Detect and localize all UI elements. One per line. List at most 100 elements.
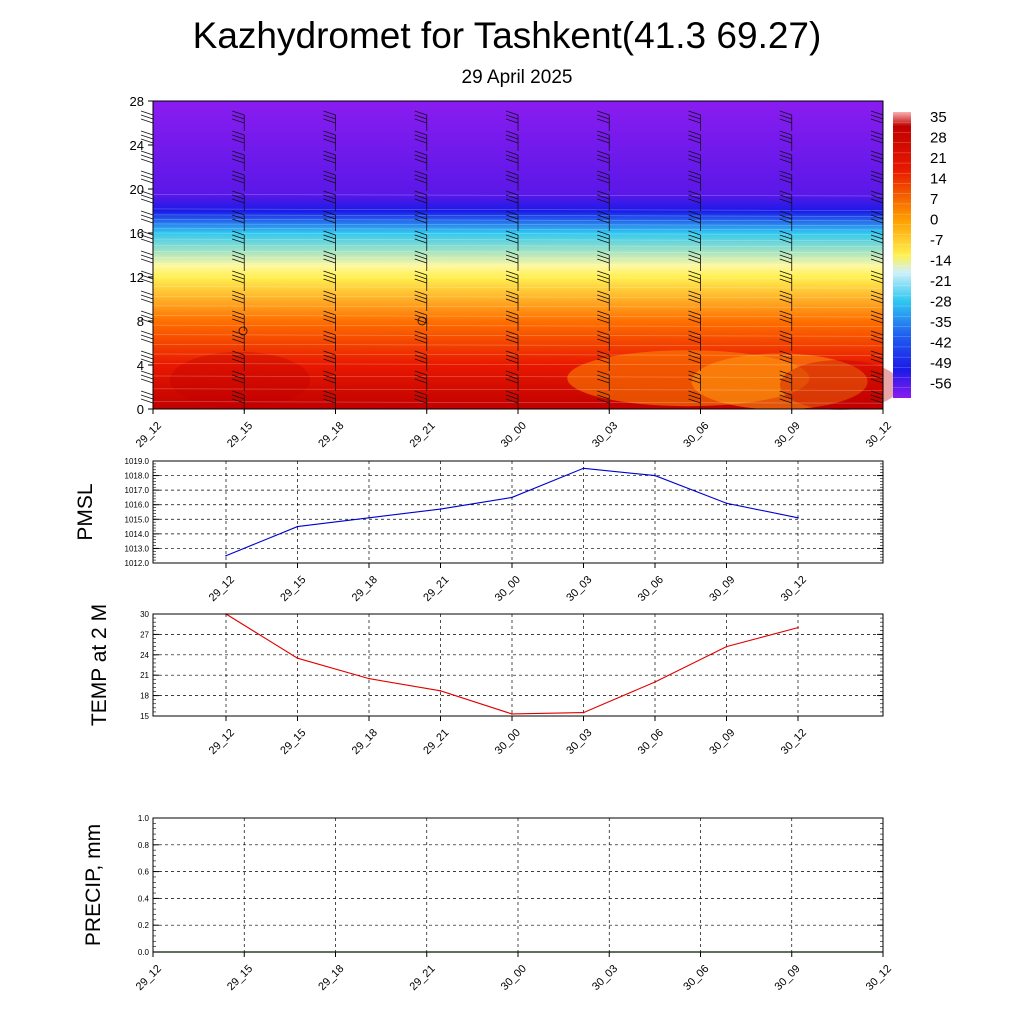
wind-barb-flag bbox=[232, 318, 245, 324]
wind-barb-flag bbox=[140, 318, 154, 324]
wind-barb-flag bbox=[870, 338, 884, 344]
wind-barb-flag bbox=[870, 310, 884, 316]
wind-barb-flag bbox=[232, 250, 245, 256]
wind-barb-flag bbox=[505, 138, 519, 144]
wind-barb-flag bbox=[688, 278, 701, 284]
x-tick-label: 30_03 bbox=[590, 420, 620, 450]
y-tick-label: 1012.0 bbox=[125, 559, 150, 568]
y-tick-label: 20 bbox=[130, 182, 144, 197]
wind-barb-flag bbox=[140, 254, 154, 260]
wind-barb-flag bbox=[779, 394, 792, 400]
wind-barb-flag bbox=[323, 358, 336, 364]
wind-barb-flag bbox=[414, 134, 427, 140]
x-tick-label: 30_06 bbox=[636, 727, 666, 757]
wind-barb-flag bbox=[779, 218, 792, 224]
wind-barb-flag bbox=[232, 210, 245, 216]
series-point bbox=[582, 467, 585, 470]
wind-barb-flag bbox=[779, 310, 792, 316]
wind-barb-flag bbox=[688, 150, 701, 156]
wind-barb-flag bbox=[870, 230, 884, 236]
series-point bbox=[725, 502, 728, 505]
wind-barb-flag bbox=[688, 330, 701, 336]
wind-barb bbox=[414, 250, 428, 271]
wind-barb bbox=[597, 230, 610, 251]
wind-barb-flag bbox=[597, 118, 610, 124]
wind-barb bbox=[505, 390, 519, 411]
wind-barb-flag bbox=[779, 378, 792, 384]
wind-barb bbox=[597, 150, 610, 171]
wind-barb-flag bbox=[232, 198, 245, 204]
colorbar-label: -7 bbox=[930, 232, 943, 249]
wind-barb bbox=[597, 250, 610, 271]
wind-barb-flag bbox=[232, 170, 245, 176]
wind-barb-flag bbox=[870, 194, 884, 200]
wind-barb-flag bbox=[688, 178, 701, 184]
wind-barb-flag bbox=[597, 274, 610, 280]
x-tick-label: 30_06 bbox=[681, 420, 711, 450]
wind-barb bbox=[323, 270, 336, 291]
wind-barb-flag bbox=[597, 230, 610, 236]
wind-barb-flag bbox=[505, 278, 519, 284]
wind-barb-flag bbox=[597, 190, 610, 196]
wind-barb-flag bbox=[779, 358, 792, 364]
series-point bbox=[797, 626, 799, 629]
wind-barb-flag bbox=[688, 310, 701, 316]
wind-barb-flag bbox=[414, 170, 427, 176]
wind-barb-flag bbox=[870, 318, 884, 324]
wind-barb-flag bbox=[870, 394, 884, 400]
wind-barb-flag bbox=[779, 174, 792, 180]
wind-barb-flag bbox=[140, 170, 154, 176]
wind-barb-flag bbox=[779, 214, 792, 220]
wind-barb-flag bbox=[505, 374, 519, 380]
wind-barb bbox=[414, 150, 428, 171]
x-tick-label: 30_06 bbox=[636, 574, 666, 604]
wind-barb bbox=[688, 270, 701, 291]
wind-barb-flag bbox=[688, 290, 701, 296]
x-tick-label: 30_09 bbox=[707, 574, 737, 604]
wind-barb-flag bbox=[414, 298, 427, 304]
wind-barb bbox=[505, 190, 519, 211]
wind-barb-flag bbox=[597, 258, 610, 264]
wind-barb bbox=[140, 250, 154, 271]
y-tick-label: 28 bbox=[130, 94, 144, 109]
wind-barb-flag bbox=[505, 270, 519, 276]
wind-barb-flag bbox=[870, 374, 884, 380]
wind-barb-flag bbox=[870, 330, 884, 336]
wind-barb-flag bbox=[414, 154, 427, 160]
wind-barb-flag bbox=[597, 158, 610, 164]
wind-barb-flag bbox=[414, 374, 427, 380]
wind-barb-flag bbox=[414, 218, 427, 224]
wind-barb bbox=[779, 110, 793, 131]
page-title: Kazhydromet for Tashkent(41.3 69.27) bbox=[193, 15, 822, 56]
wind-barb-flag bbox=[597, 398, 610, 404]
wind-barb bbox=[232, 110, 245, 131]
wind-barb-flag bbox=[232, 218, 245, 224]
x-tick-label: 30_09 bbox=[773, 963, 803, 993]
y-tick-label: 21 bbox=[140, 671, 149, 680]
x-tick-label: 29_21 bbox=[421, 727, 451, 757]
wind-barb bbox=[140, 110, 154, 131]
wind-barb bbox=[232, 370, 245, 391]
wind-barb-flag bbox=[232, 338, 245, 344]
y-tick-label: 1015.0 bbox=[125, 515, 150, 524]
wind-barb-flag bbox=[232, 114, 245, 120]
wind-barb-flag bbox=[779, 114, 792, 120]
wind-barb-flag bbox=[779, 138, 792, 144]
colorbar-label: 35 bbox=[930, 109, 947, 126]
wind-barb-flag bbox=[414, 378, 427, 384]
wind-barb-flag bbox=[597, 174, 610, 180]
wind-barb-flag bbox=[140, 198, 154, 204]
wind-barb bbox=[505, 150, 519, 171]
wind-barb-flag bbox=[597, 354, 610, 360]
wind-barb bbox=[597, 370, 610, 391]
wind-barb-flag bbox=[870, 218, 884, 224]
wind-barb bbox=[779, 250, 793, 271]
wind-barb-flag bbox=[140, 178, 154, 184]
wind-barb-flag bbox=[140, 310, 154, 316]
wind-barb-flag bbox=[323, 110, 336, 116]
wind-barb-flag bbox=[232, 238, 245, 244]
wind-barb-flag bbox=[505, 118, 519, 124]
wind-barb-flag bbox=[505, 334, 519, 340]
colorbar-label: -28 bbox=[930, 294, 952, 311]
wind-barb-flag bbox=[688, 218, 701, 224]
